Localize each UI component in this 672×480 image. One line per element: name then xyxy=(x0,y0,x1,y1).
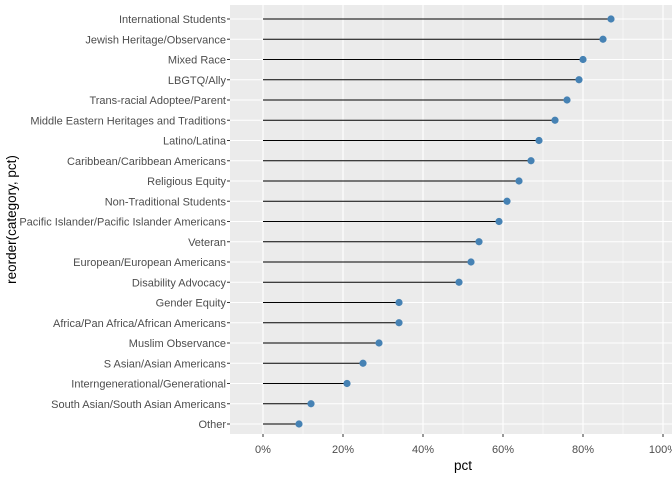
lollipop-point xyxy=(551,116,559,124)
lollipop-point xyxy=(503,197,511,205)
lollipop-point xyxy=(575,76,583,84)
y-tick-label: Africa/Pan Africa/African Americans xyxy=(53,318,227,330)
lollipop-point xyxy=(563,96,571,104)
lollipop-point xyxy=(395,319,403,327)
lollipop-point xyxy=(607,15,615,23)
x-tick-label: 20% xyxy=(332,444,354,456)
lollipop-point xyxy=(359,359,367,367)
lollipop-point xyxy=(307,400,315,408)
y-tick-label: European/European Americans xyxy=(73,257,226,269)
y-tick-label: Interngenerational/Generational xyxy=(71,379,226,391)
lollipop-point xyxy=(395,298,403,307)
lollipop-point xyxy=(375,339,383,347)
lollipop-point xyxy=(475,238,483,246)
lollipop-point xyxy=(535,136,543,145)
y-tick-label: International Students xyxy=(119,14,227,26)
x-tick-label: 40% xyxy=(412,444,434,456)
y-tick-label: Other xyxy=(198,419,226,431)
lollipop-stems xyxy=(263,18,611,425)
y-axis-title: reorder(category, pct) xyxy=(4,155,19,284)
y-tick-label: Trans-racial Adoptee/Parent xyxy=(89,95,226,107)
x-axis-ticks: 0% 20% 40% 60% 80% 100% xyxy=(255,434,672,456)
x-tick-label: 100% xyxy=(649,444,672,456)
y-tick-label: Disability Advocacy xyxy=(132,277,227,289)
lollipop-point xyxy=(343,379,351,388)
y-tick-label: Veteran xyxy=(188,237,226,249)
y-tick-label: Non-Traditional Students xyxy=(105,196,227,208)
y-tick-label: South Asian/South Asian Americans xyxy=(51,399,226,411)
y-tick-label: Middle Eastern Heritages and Traditions xyxy=(30,115,226,127)
y-tick-label: LBGTQ/Ally xyxy=(168,75,227,87)
lollipop-point xyxy=(527,157,535,165)
y-tick-label: S Asian/Asian Americans xyxy=(104,358,227,370)
y-tick-label: Mixed Race xyxy=(168,55,226,67)
y-tick-label: Latino/Latina xyxy=(163,136,227,148)
lollipop-point xyxy=(599,35,607,43)
y-tick-label: Muslim Observance xyxy=(129,338,226,350)
y-tick-label: Jewish Heritage/Observance xyxy=(85,34,226,46)
x-tick-label: 60% xyxy=(492,444,514,456)
lollipop-point xyxy=(467,258,475,266)
lollipop-point xyxy=(495,217,503,226)
y-axis-ticks: International Students Jewish Heritage/Ob… xyxy=(19,14,230,431)
lollipop-point xyxy=(295,420,303,428)
lollipop-point xyxy=(455,278,463,286)
y-tick-label: Religious Equity xyxy=(147,176,226,188)
y-tick-label: Pacific Islander/Pacific Islander Americ… xyxy=(19,217,226,229)
lollipop-point xyxy=(515,177,523,185)
y-tick-label: Caribbean/Caribbean Americans xyxy=(67,156,226,168)
x-tick-label: 0% xyxy=(255,444,271,456)
lollipop-point xyxy=(579,55,587,64)
x-axis-title: pct xyxy=(454,458,472,473)
x-tick-label: 80% xyxy=(572,444,594,456)
lollipop-points xyxy=(295,15,615,428)
plot-panel xyxy=(230,5,672,434)
y-tick-label: Gender Equity xyxy=(156,298,227,310)
